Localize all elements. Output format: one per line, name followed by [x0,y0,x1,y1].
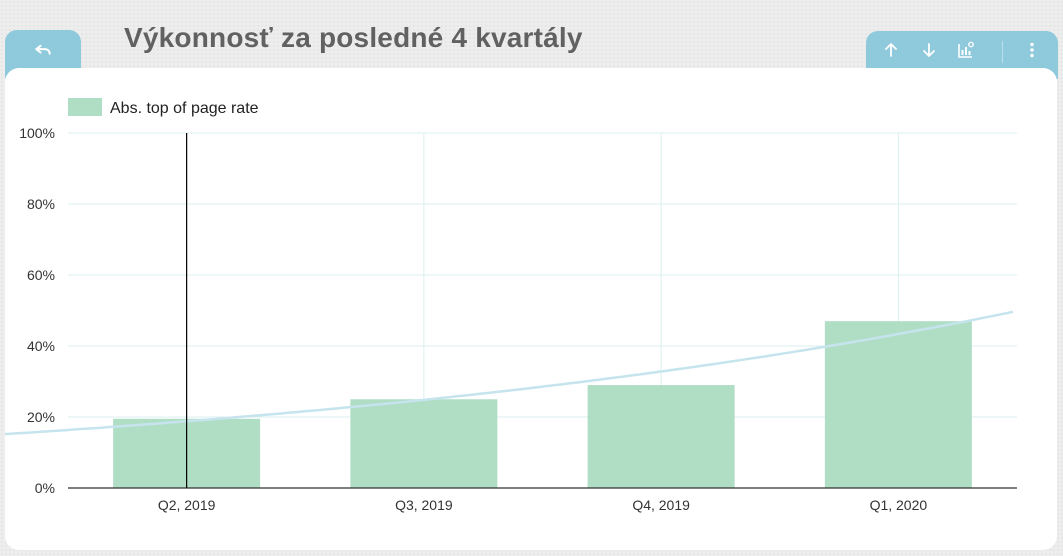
more-vert-icon [1022,40,1042,65]
move-up-button[interactable] [878,39,904,65]
toolbar-divider [1002,41,1003,63]
y-tick-label: 0% [35,480,55,496]
x-tick-label: Q2, 2019 [158,497,216,513]
bar[interactable] [587,385,735,488]
bar[interactable] [824,321,972,488]
chart-settings-icon [956,40,976,65]
x-tick-label: Q1, 2020 [870,497,928,513]
x-tick-label: Q4, 2019 [632,497,690,513]
trendline [5,310,1014,436]
y-tick-label: 60% [27,267,55,283]
y-tick-label: 100% [19,125,55,141]
more-options-button[interactable] [1019,39,1045,65]
legend-label: Abs. top of page rate [110,100,259,117]
arrow-down-icon [919,40,939,65]
y-tick-label: 40% [27,338,55,354]
move-down-button[interactable] [916,39,942,65]
bar[interactable] [350,399,498,488]
undo-arrow-icon [33,40,53,65]
x-tick-label: Q3, 2019 [395,497,453,513]
y-tick-label: 20% [27,409,55,425]
legend-swatch [68,98,102,116]
page-title: Výkonnosť za posledné 4 kvartály [124,22,583,53]
y-tick-label: 80% [27,196,55,212]
bar-chart: 0% 20% 40% 60% 80% 100% Q2, 2019 Q3, 2019 Q4, 20… [5,98,1017,513]
arrow-up-icon [881,40,901,65]
chart-settings-button[interactable] [953,39,979,65]
chart-card: 0% 20% 40% 60% 80% 100% Q2, 2019 Q3, 2019 Q4, 20… [5,68,1057,550]
